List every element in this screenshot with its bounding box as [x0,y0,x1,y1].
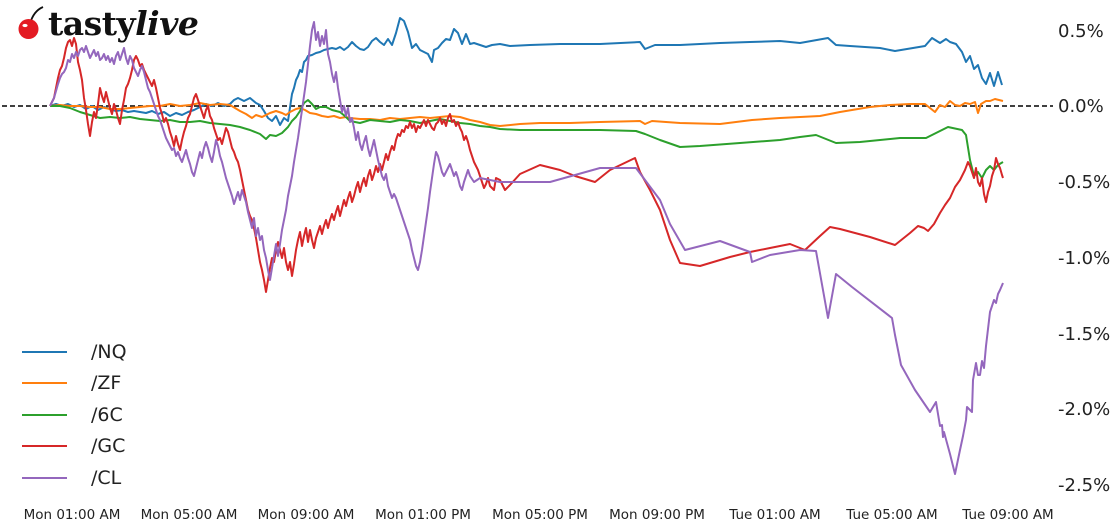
x-tick-label: Mon 01:00 PM [375,507,471,523]
legend-swatch-icon [22,445,67,448]
x-tick-label: Tue 05:00 AM [846,507,938,523]
x-tick-label: Mon 01:00 AM [23,507,121,523]
chart-legend: /NQ /ZF /6C /GC /CL [22,336,127,494]
series-line-gc [49,37,1004,293]
legend-swatch-icon [22,476,67,479]
y-tick-label: -2.0% [1058,399,1111,420]
legend-item-cl: /CL [22,462,127,494]
legend-swatch-icon [22,382,67,385]
legend-label: /6C [91,403,123,426]
y-tick-label: 0.0% [1058,96,1104,117]
series-line-6c [50,99,1004,179]
legend-label: /NQ [91,340,127,363]
y-tick-label: -2.5% [1058,475,1111,496]
x-tick-label: Tue 09:00 AM [962,507,1054,523]
tastylive-logo: tastylive [16,2,199,44]
series-line-nq [49,17,1003,126]
x-tick-label: Mon 09:00 AM [257,507,355,523]
y-tick-label: 0.5% [1058,21,1104,42]
legend-item-gc: /GC [22,431,127,463]
y-tick-label: -0.5% [1058,172,1111,193]
brand-name: tastylive [48,3,199,43]
x-tick-label: Mon 05:00 PM [492,507,588,523]
legend-swatch-icon [22,413,67,416]
cherry-icon [18,6,44,39]
legend-item-zf: /ZF [22,368,127,400]
series-line-cl [49,21,1004,475]
x-tick-label: Tue 01:00 AM [729,507,821,523]
legend-label: /GC [91,435,126,458]
x-tick-label: Mon 09:00 PM [609,507,705,523]
legend-label: /CL [91,466,122,489]
legend-item-nq: /NQ [22,336,127,368]
y-tick-label: -1.5% [1058,324,1111,345]
x-tick-label: Mon 05:00 AM [140,507,238,523]
legend-swatch-icon [22,350,67,353]
legend-label: /ZF [91,372,122,395]
y-tick-label: -1.0% [1058,248,1111,269]
legend-item-6c: /6C [22,399,127,431]
